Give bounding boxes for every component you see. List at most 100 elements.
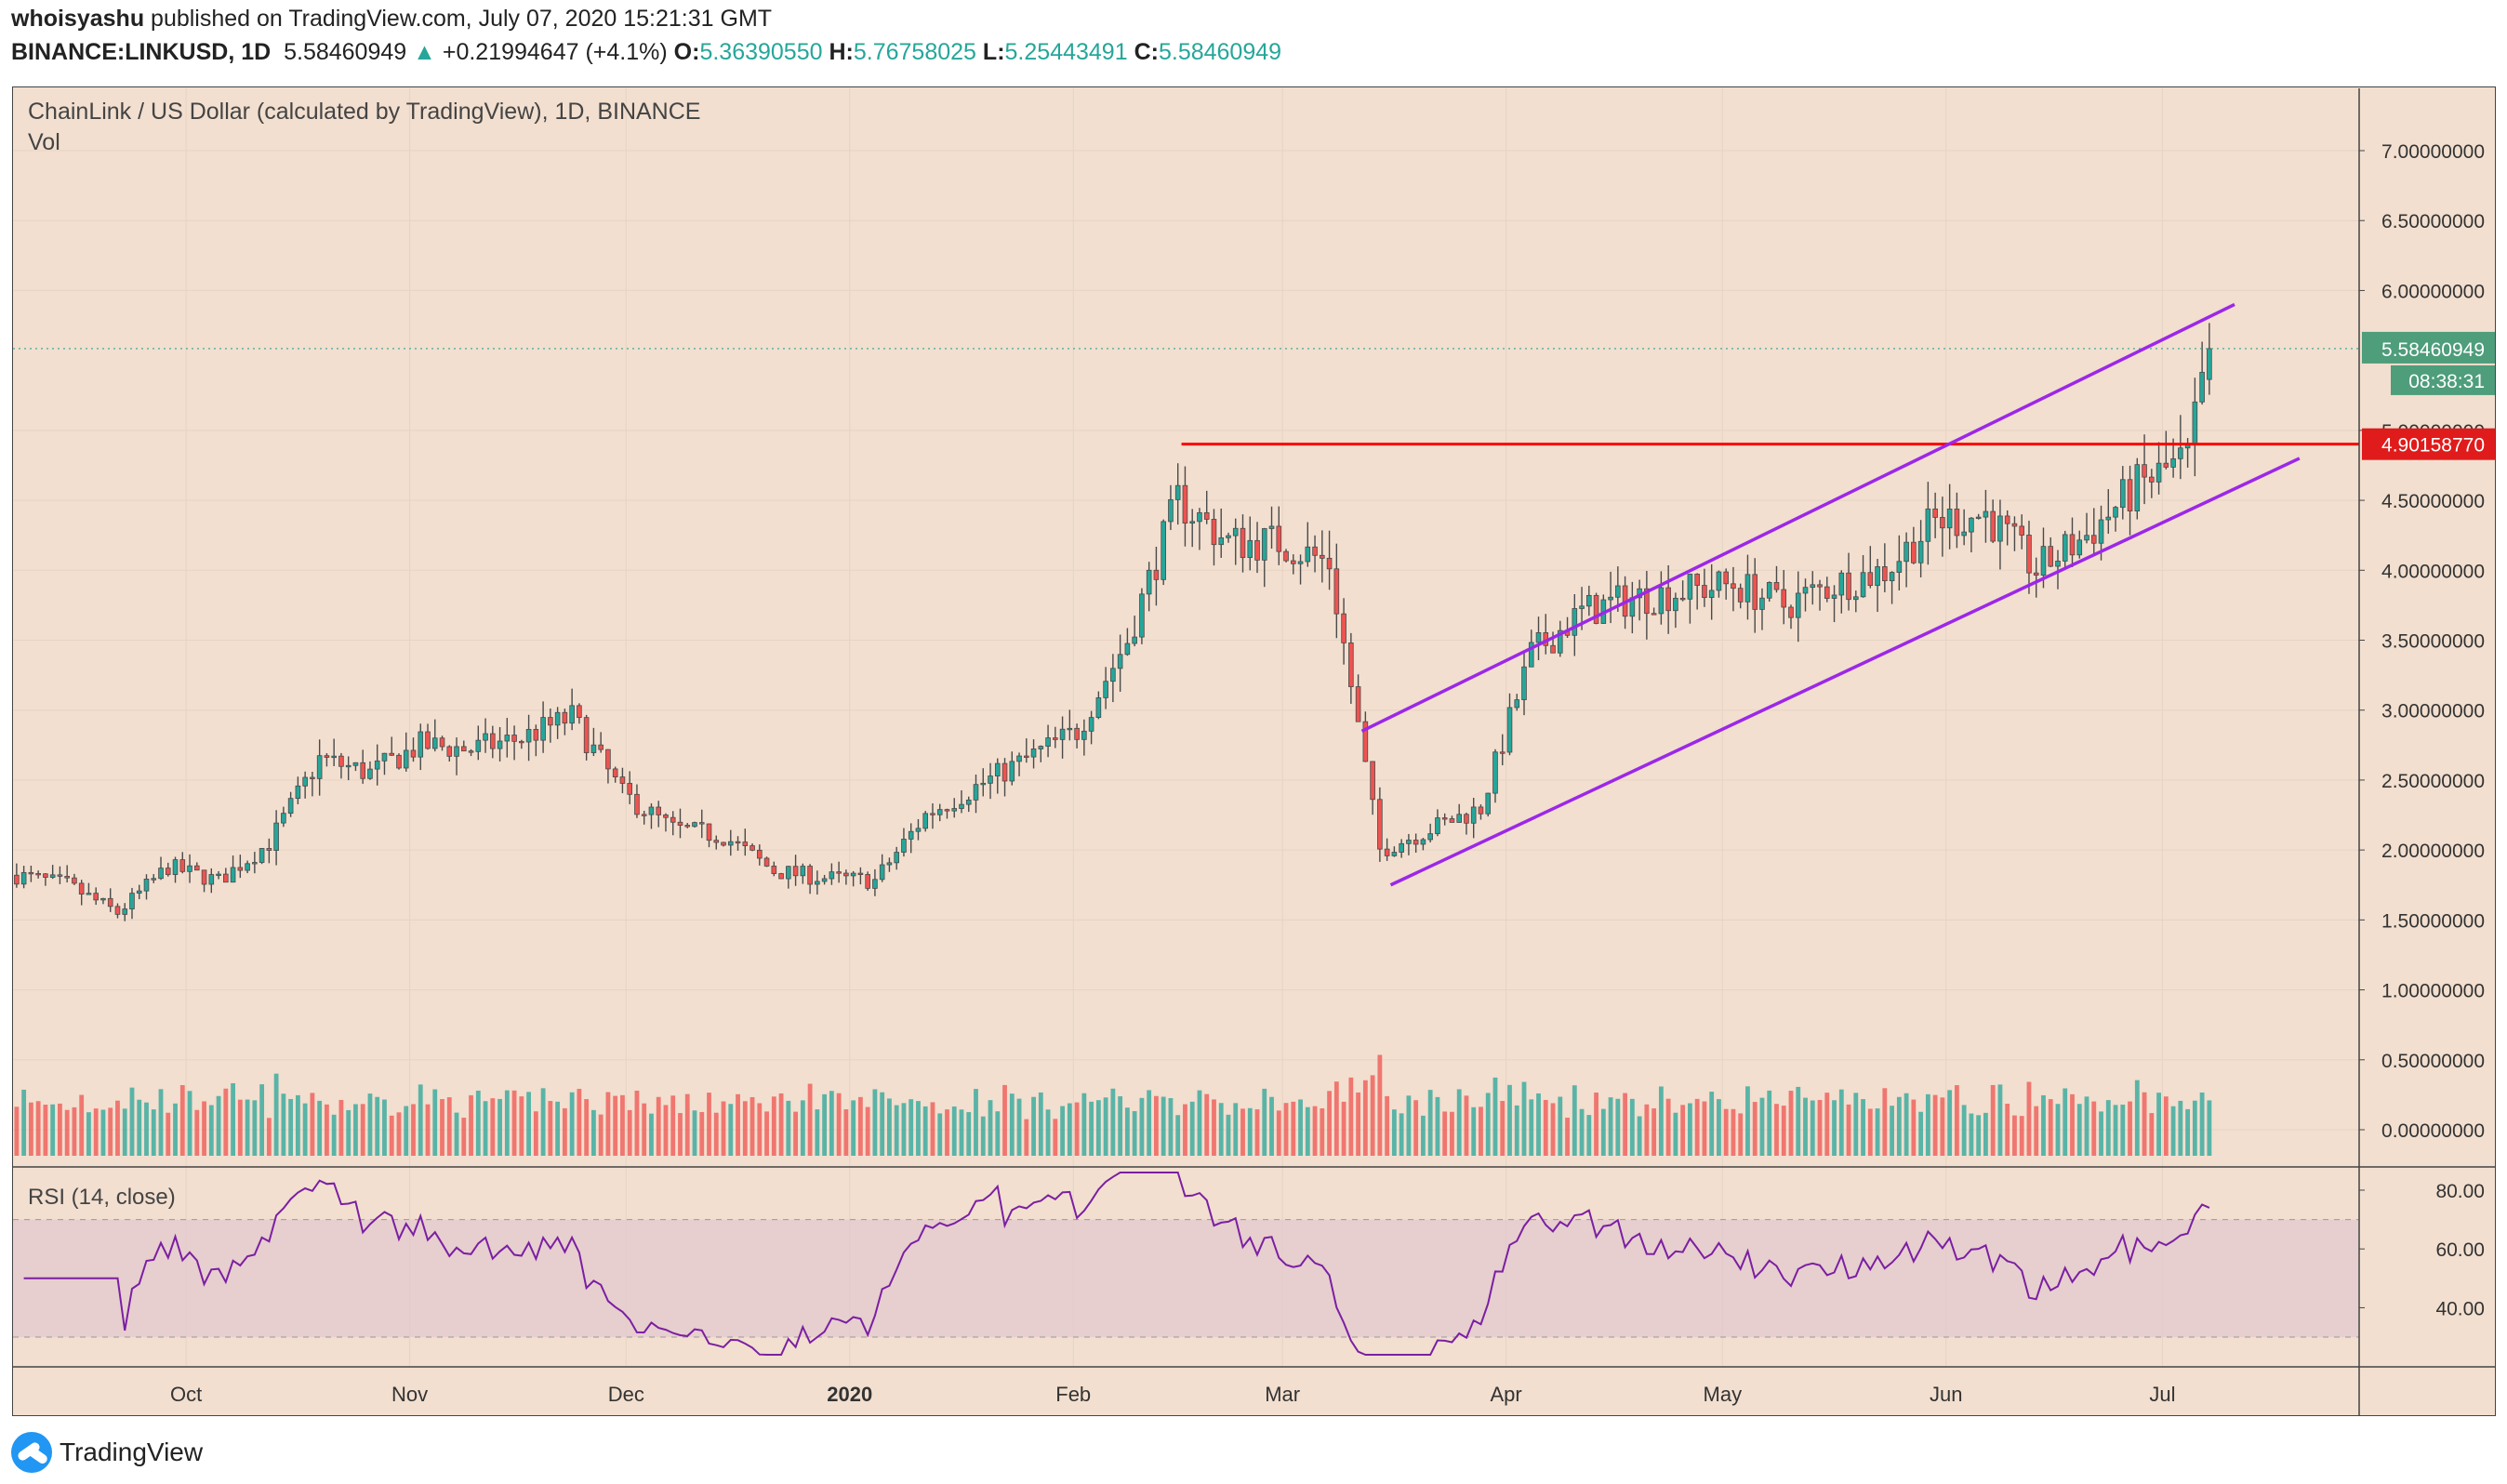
volume-bar — [86, 1112, 91, 1156]
candle-body — [1045, 737, 1051, 747]
candle-body — [548, 717, 553, 726]
candle-body — [815, 881, 820, 885]
candle-body — [165, 868, 171, 875]
volume-bar — [1615, 1098, 1621, 1156]
candle-body — [2113, 507, 2118, 518]
candle-body — [1781, 589, 1787, 608]
candle-body — [1875, 566, 1880, 587]
candle-body — [1456, 814, 1462, 823]
volume-bar — [1932, 1094, 1938, 1156]
volume-bar — [252, 1100, 258, 1156]
candle-body — [973, 784, 979, 801]
volume-bar — [1492, 1077, 1498, 1156]
candle-body — [2134, 464, 2141, 511]
volume-bar — [2012, 1115, 2017, 1156]
candle-body — [1197, 511, 1202, 523]
author-name[interactable]: whoisyashu — [11, 6, 145, 32]
volume-bar — [1168, 1098, 1174, 1156]
candle-body — [612, 768, 618, 777]
volume-bar — [216, 1095, 221, 1156]
volume-bar — [173, 1103, 178, 1156]
candle-body — [136, 890, 142, 894]
volume-bar — [800, 1100, 805, 1156]
volume-bar — [829, 1091, 834, 1156]
candle-body — [2026, 535, 2032, 574]
candle-body — [201, 869, 207, 885]
candle-body — [1074, 727, 1080, 740]
candle-body — [1297, 561, 1304, 564]
volume-bar — [1702, 1101, 1707, 1156]
volume-bar — [1600, 1108, 1606, 1156]
volume-bar — [1788, 1091, 1794, 1156]
tradingview-logo[interactable]: TradingView — [11, 1432, 203, 1473]
candle-body — [72, 877, 77, 884]
candle-body — [540, 717, 546, 741]
candle-body — [2155, 462, 2162, 483]
candle-body — [994, 762, 1001, 776]
volume-bar — [1399, 1113, 1404, 1156]
candle-body — [1478, 806, 1484, 815]
candle-body — [894, 852, 899, 864]
candle-body — [2207, 348, 2212, 380]
candle-body — [2055, 561, 2061, 567]
volume-bar — [1320, 1108, 1325, 1156]
candle-body — [1795, 592, 1801, 618]
candle-body — [490, 733, 496, 749]
volume-bar — [223, 1088, 229, 1156]
candle-body — [483, 733, 488, 741]
volume-bar — [642, 1103, 647, 1156]
volume-bar — [1759, 1097, 1765, 1156]
volume-bar — [526, 1092, 531, 1156]
candle-body — [1535, 632, 1542, 643]
volume-bar — [1427, 1090, 1433, 1156]
candle-body — [324, 755, 330, 758]
candle-body — [1095, 696, 1102, 719]
candle-body — [1146, 569, 1152, 595]
volume-bar — [511, 1090, 517, 1156]
volume-bar — [360, 1104, 365, 1156]
volume-bar — [2134, 1080, 2140, 1156]
candle-body — [619, 776, 626, 784]
candle-body — [1174, 484, 1181, 500]
volume-bar — [540, 1088, 546, 1156]
volume-bar — [432, 1089, 438, 1156]
candle-body — [1969, 517, 1974, 533]
volume-bar — [1045, 1109, 1051, 1156]
candle-body — [2084, 535, 2089, 541]
candle-body — [1427, 833, 1433, 841]
candle-body — [100, 897, 106, 901]
volume-bar — [1579, 1108, 1585, 1156]
volume-bar — [1658, 1086, 1664, 1156]
candle-body — [2040, 546, 2047, 576]
channel-upper-line — [1360, 302, 2235, 733]
candle-body — [2178, 447, 2183, 459]
candle-body — [843, 872, 849, 877]
volume-bar — [1536, 1093, 1541, 1156]
volume-bar — [367, 1093, 373, 1156]
volume-bar — [1262, 1088, 1267, 1156]
volume-bar — [325, 1104, 329, 1156]
candle-body — [446, 746, 453, 757]
volume-bar — [302, 1103, 308, 1156]
countdown-badge-text: 08:38:31 — [2408, 371, 2485, 392]
volume-bar — [28, 1102, 33, 1156]
publish-line: whoisyashu published on TradingView.com,… — [11, 6, 772, 33]
candle-body — [1132, 636, 1137, 644]
volume-bar — [980, 1116, 986, 1156]
volume-bar — [1031, 1096, 1036, 1156]
volume-bar — [627, 1109, 632, 1156]
volume-bar — [778, 1093, 784, 1156]
candle-body — [1975, 516, 1982, 520]
candle-body — [475, 739, 482, 752]
volume-bar — [1147, 1090, 1152, 1156]
candle-body — [1441, 817, 1448, 820]
volume-bar — [490, 1098, 496, 1156]
volume-bar — [1095, 1100, 1101, 1156]
volume-bar — [1838, 1089, 1844, 1156]
candle-body — [468, 750, 474, 753]
volume-bar — [288, 1098, 294, 1156]
candle-body — [872, 879, 878, 889]
candle-body — [1521, 666, 1527, 700]
candle-body — [316, 755, 323, 779]
